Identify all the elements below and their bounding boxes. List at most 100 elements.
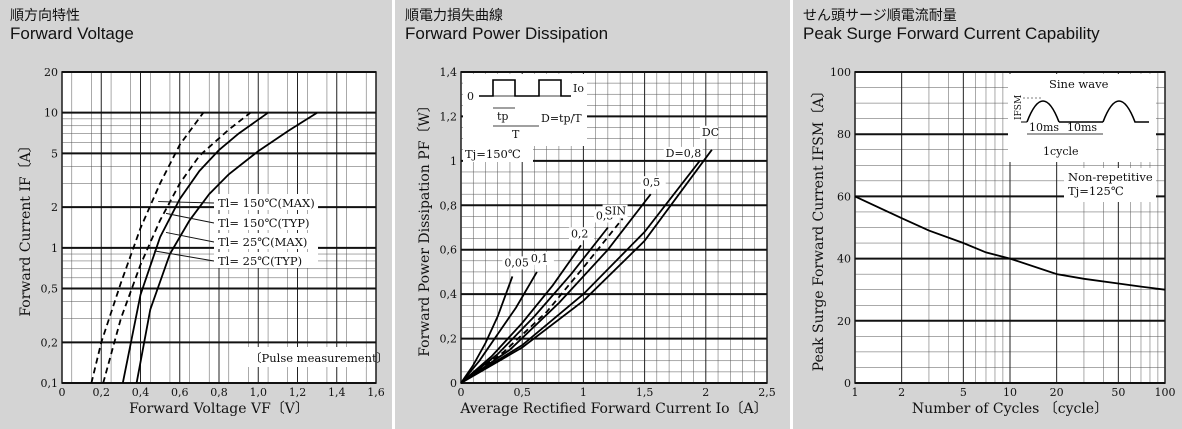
curve-label-bg: [640, 176, 666, 190]
y-axis-label: Forward Current IF〔A〕: [18, 138, 34, 316]
x-tick-label: 2: [898, 386, 905, 399]
inset-box: [463, 74, 587, 146]
forward-voltage-chart: 0 0,2 0,4 0,6 0,8 1,0 1,2 1,4 1,6 0,1 0,2 0,5 1 2 5 10 2…: [18, 66, 388, 417]
legend-label: Tl= 150℃(TYP): [218, 216, 309, 230]
legend-label: Tl= 150℃(MAX): [218, 196, 315, 210]
x-tick-label: 1,4: [328, 386, 346, 399]
y-tick-label: 40: [837, 253, 851, 266]
x-tick-label: 0: [59, 386, 66, 399]
x-tick-label: 10: [1003, 386, 1017, 399]
panel-title-jp: 順方向特性: [10, 7, 80, 23]
y-tick-label: 2: [51, 201, 58, 214]
curve-label-bg: [568, 227, 594, 241]
panel-forward-power: 順電力損失曲線 Forward Power Dissipation 0 0,5 1 1…: [395, 0, 790, 429]
curve-label: SIN: [605, 205, 627, 218]
y-tick-label: 80: [837, 128, 851, 141]
x-tick-label: 1,0: [250, 386, 268, 399]
curve-label-bg: [663, 146, 703, 160]
x-tick-label: 0,2: [93, 386, 111, 399]
y-tick-label: 1,2: [440, 110, 458, 123]
condition-label: Tj=150℃: [465, 147, 521, 161]
y-tick-label: 1,4: [440, 66, 458, 79]
condition-label: Non-repetitive: [1068, 170, 1153, 184]
curve-label-bg: [528, 251, 554, 265]
y-tick-label: 60: [837, 190, 851, 203]
legend-label-bg: [214, 194, 318, 210]
series-line: [121, 111, 269, 384]
inset-box: [1008, 74, 1156, 162]
curve-label: 0,1: [531, 252, 549, 265]
legend-leader: [165, 212, 215, 224]
inset-t1-label: 10ms: [1029, 121, 1059, 134]
y-tick-label: 0,8: [440, 199, 458, 212]
panel-title-en: Peak Surge Forward Current Capability: [803, 24, 1100, 43]
series-line: [460, 218, 624, 384]
x-tick-label: 1: [580, 386, 587, 399]
y-tick-label: 0,1: [41, 377, 59, 390]
series-line: [854, 195, 1166, 291]
y-tick-label: 0,5: [41, 283, 59, 296]
curve-label: 0,05: [504, 256, 528, 269]
y-tick-label: 0,6: [440, 244, 458, 257]
y-tick-label: 1: [51, 242, 58, 255]
series-line: [460, 160, 701, 384]
x-tick-label: 1,2: [289, 386, 307, 399]
inset-sine-wave: [1026, 100, 1149, 123]
inset-t-label: T: [512, 128, 520, 141]
x-tick-label: 2,5: [758, 386, 776, 399]
x-axis-label: Number of Cycles 〔cycle〕: [912, 401, 1108, 417]
peak-surge-chart: 1 2 5 10 20 50 100 0 20 40 60 80 100 Number of Cycles…: [811, 66, 1176, 417]
x-tick-label: 5: [960, 386, 967, 399]
y-tick-label: 0,4: [440, 288, 458, 301]
series-line: [460, 271, 538, 384]
y-tick-label: 20: [44, 66, 58, 79]
curve-label-bg: [699, 125, 718, 139]
x-tick-label: 100: [1155, 386, 1176, 399]
curve-label-bg: [602, 204, 628, 218]
curve-label: 0,5: [643, 176, 661, 189]
legend-label-bg: [214, 252, 318, 268]
x-tick-label: 1,5: [636, 386, 654, 399]
x-tick-label: 0,6: [171, 386, 189, 399]
panel-title-jp: せん頭サージ順電流耐量: [803, 7, 957, 23]
legend-label-bg: [214, 233, 318, 249]
inset-title: Sine wave: [1049, 77, 1109, 91]
series-line: [460, 149, 713, 384]
x-tick-label: 1: [852, 386, 859, 399]
x-tick-label: 0,4: [132, 386, 150, 399]
panel-title-en: Forward Voltage: [10, 24, 134, 43]
pulse-measurement-note: 〔Pulse measurement〕: [250, 351, 388, 365]
curve-label: DC: [702, 126, 719, 139]
inset-tp-label: tp: [497, 110, 508, 123]
series-line: [90, 112, 205, 384]
inset-d-label: D=tp/T: [541, 112, 582, 125]
y-tick-label: 20: [837, 315, 851, 328]
y-axis-label: Forward Power Dissipation PF〔W〕: [417, 98, 433, 357]
y-tick-label: 10: [44, 107, 58, 120]
y-tick-label: 0,2: [41, 336, 59, 349]
note-bg: [248, 347, 366, 367]
x-tick-label: 50: [1111, 386, 1125, 399]
inset-zero-label: 0: [467, 90, 474, 103]
x-tick-label: 0,8: [210, 386, 228, 399]
inset-ifsm-label: IFSM: [1014, 95, 1024, 120]
legend-leader: [154, 250, 215, 262]
condition-bg: [1064, 168, 1156, 202]
x-tick-label: 1,6: [367, 386, 385, 399]
forward-power-chart: 0 0,5 1 1,5 2 2,5 0 0,2 0,4 0,6 0,8 1 1,2 1,4 Average …: [417, 66, 776, 417]
series-line: [135, 111, 318, 384]
y-tick-label: 100: [830, 66, 851, 79]
x-axis-label: Forward Voltage VF〔V〕: [129, 401, 309, 417]
y-tick-label: 5: [51, 147, 58, 160]
legend-label: Tl= 25℃(MAX): [218, 235, 307, 249]
panel-separator: [790, 0, 793, 429]
x-tick-label: 2: [702, 386, 709, 399]
condition-label: Tj=125℃: [1068, 184, 1124, 198]
y-tick-label: 0: [450, 377, 457, 390]
legend-leader: [165, 231, 215, 243]
panel-title-en: Forward Power Dissipation: [405, 24, 609, 43]
x-tick-label: 0: [458, 386, 465, 399]
condition-bg: [463, 146, 533, 162]
y-tick-label: 0: [844, 377, 851, 390]
legend-leader: [158, 201, 215, 204]
